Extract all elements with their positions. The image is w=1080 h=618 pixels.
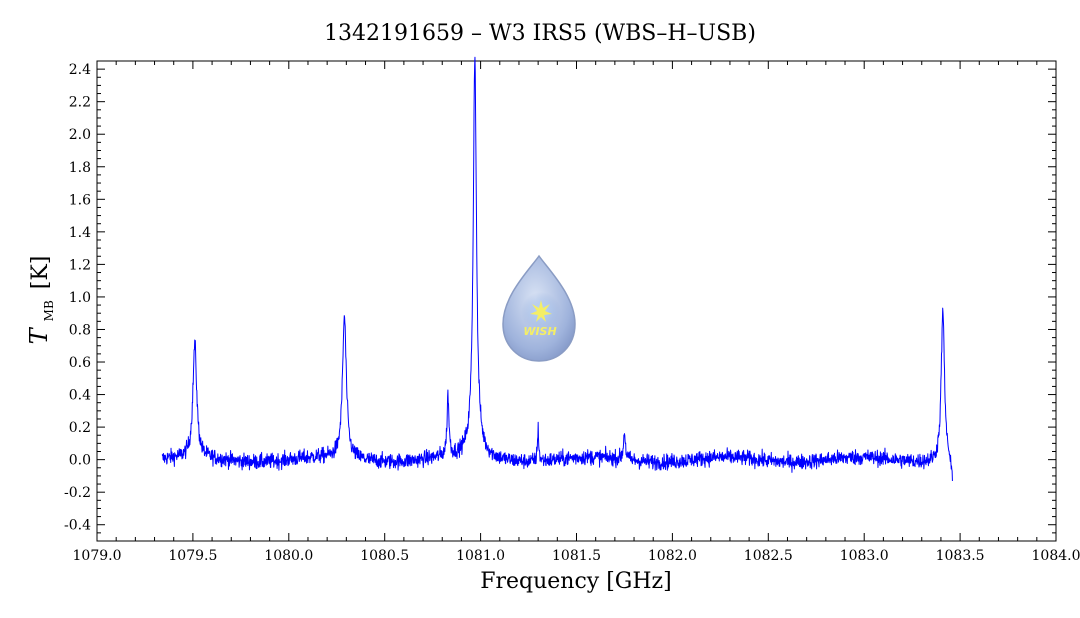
x-tick-label: 1084.0 (1032, 548, 1080, 564)
svg-text:T MB [K]: T MB [K] (25, 256, 59, 345)
y-axis-label: T MB [K] (25, 256, 59, 345)
chart-title: 1342191659 – W3 IRS5 (WBS–H–USB) (324, 21, 756, 46)
x-tick-label: 1082.0 (648, 548, 697, 564)
x-axis-label: Frequency [GHz] (480, 569, 672, 594)
y-tick-label: 1.2 (69, 257, 91, 273)
x-tick-label: 1081.0 (456, 548, 505, 564)
y-tick-label: 1.4 (69, 225, 91, 241)
y-tick-label: 1.0 (69, 290, 91, 306)
plot-area: 1079.0 1079.5 1080.0 1080.5 1081.0 1081.5 1082… (64, 56, 1080, 564)
x-tick-label: 1080.5 (360, 548, 409, 564)
y-axis: -0.4 -0.2 0.0 0.2 0.4 0.6 0.8 1.0 1.2 1.4 1.6 1.8 2.… (64, 60, 1056, 534)
y-axis-label-subscript: MB (42, 300, 56, 321)
y-tick-label: 0.0 (69, 453, 91, 469)
y-tick-label: -0.2 (64, 485, 91, 501)
spectrum-series-line (161, 56, 953, 482)
x-tick-label: 1081.5 (552, 548, 601, 564)
x-tick-label: 1080.0 (264, 548, 313, 564)
x-tick-label: 1079.5 (168, 548, 217, 564)
x-tick-label: 1082.5 (744, 548, 793, 564)
star-icon (530, 300, 552, 322)
y-tick-label: 0.6 (69, 355, 91, 371)
x-tick-label: 1079.0 (73, 548, 122, 564)
y-tick-label: 1.8 (69, 160, 91, 176)
y-tick-label: 0.4 (69, 388, 91, 404)
y-tick-label: 2.0 (69, 127, 91, 143)
y-axis-label-unit: [K] (28, 256, 53, 290)
plot-frame (96, 60, 1057, 542)
wish-logo: WISH (502, 254, 576, 362)
x-tick-label: 1083.5 (936, 548, 985, 564)
y-tick-label: 1.6 (69, 192, 91, 208)
x-tick-label: 1083.0 (840, 548, 889, 564)
x-axis: 1079.0 1079.5 1080.0 1080.5 1081.0 1081.5 1082… (73, 61, 1080, 564)
y-axis-label-symbol: T (25, 326, 53, 344)
wish-logo-text: WISH (523, 325, 556, 338)
y-tick-label: 0.2 (69, 420, 91, 436)
y-tick-label: 2.2 (69, 95, 91, 111)
y-tick-label: 2.4 (69, 62, 91, 78)
y-tick-label: 0.8 (69, 322, 91, 338)
y-tick-label: -0.4 (64, 518, 91, 534)
